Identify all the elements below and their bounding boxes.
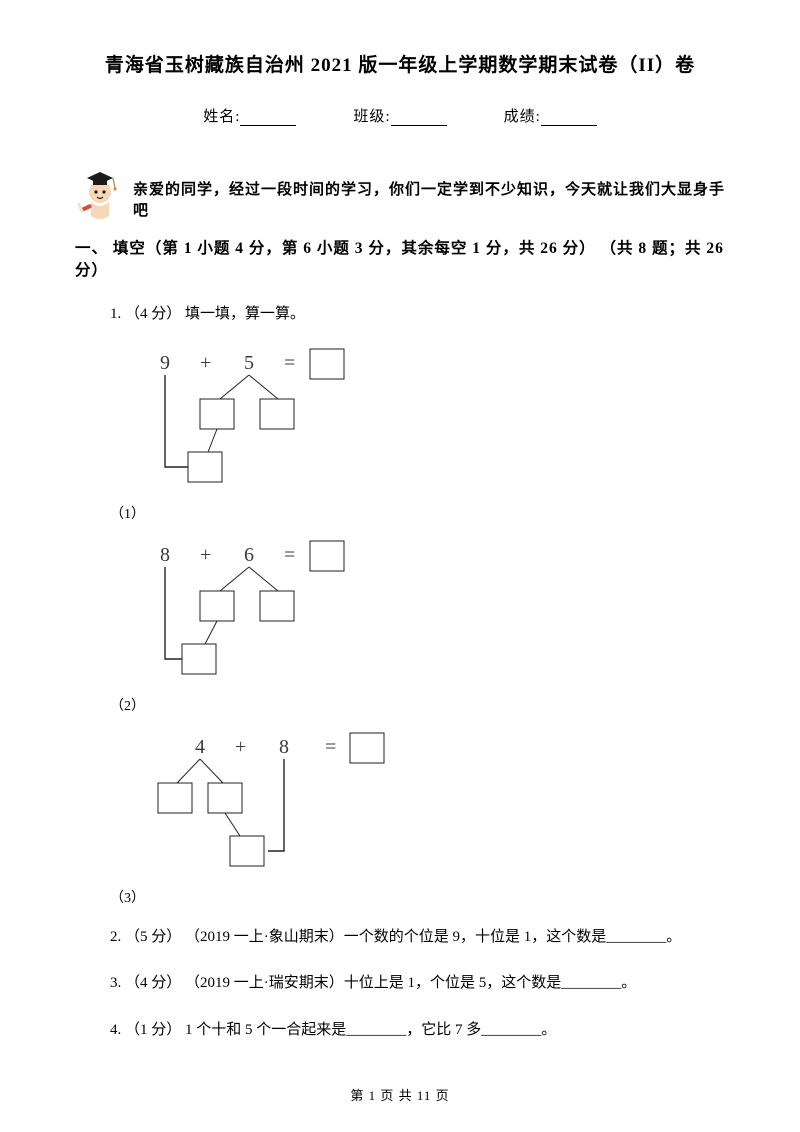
q1-sub2-label: （2） xyxy=(110,695,725,715)
svg-text:9: 9 xyxy=(160,352,170,374)
svg-text:=: = xyxy=(284,352,295,374)
diagram-3: 4 + 8 = xyxy=(110,731,725,881)
mascot-icon xyxy=(75,164,123,222)
diagram-1: 9 + 5 = xyxy=(110,347,725,497)
section-1-heading: 一、 填空（第 1 小题 4 分，第 6 小题 3 分，其余每空 1 分，共 2… xyxy=(75,236,725,280)
svg-text:+: + xyxy=(200,544,211,566)
svg-text:=: = xyxy=(325,736,336,758)
page-title: 青海省玉树藏族自治州 2021 版一年级上学期数学期末试卷（II）卷 xyxy=(75,50,725,77)
question-1: 1. （4 分） 填一填，算一算。 xyxy=(110,300,725,329)
q1-sub1-label: （1） xyxy=(110,503,725,523)
question-2: 2. （5 分） （2019 一上·象山期末）一个数的个位是 9，十位是 1，这… xyxy=(110,923,725,952)
intro-row: 亲爱的同学，经过一段时间的学习，你们一定学到不少知识，今天就让我们大显身手吧 xyxy=(75,164,725,222)
intro-text: 亲爱的同学，经过一段时间的学习，你们一定学到不少知识，今天就让我们大显身手吧 xyxy=(133,178,725,222)
q1-sub3-label: （3） xyxy=(110,887,725,907)
svg-text:8: 8 xyxy=(160,544,170,566)
svg-text:6: 6 xyxy=(244,544,254,566)
name-label: 姓名: xyxy=(203,109,240,125)
score-blank[interactable] xyxy=(541,110,597,126)
svg-text:4: 4 xyxy=(195,736,205,758)
question-4: 4. （1 分） 1 个十和 5 个一合起来是________，它比 7 多__… xyxy=(110,1016,725,1045)
svg-text:5: 5 xyxy=(244,352,254,374)
svg-text:+: + xyxy=(200,352,211,374)
diagram-2: 8 + 6 = xyxy=(110,539,725,689)
page-footer: 第 1 页 共 11 页 xyxy=(0,1085,800,1104)
info-line: 姓名: 班级: 成绩: xyxy=(75,105,725,126)
class-blank[interactable] xyxy=(391,110,447,126)
question-3: 3. （4 分） （2019 一上·瑞安期末）十位上是 1，个位是 5，这个数是… xyxy=(110,969,725,998)
name-blank[interactable] xyxy=(240,110,296,126)
class-label: 班级: xyxy=(353,109,390,125)
svg-text:8: 8 xyxy=(279,736,289,758)
svg-text:+: + xyxy=(235,736,246,758)
svg-text:=: = xyxy=(284,544,295,566)
score-label: 成绩: xyxy=(504,109,541,125)
